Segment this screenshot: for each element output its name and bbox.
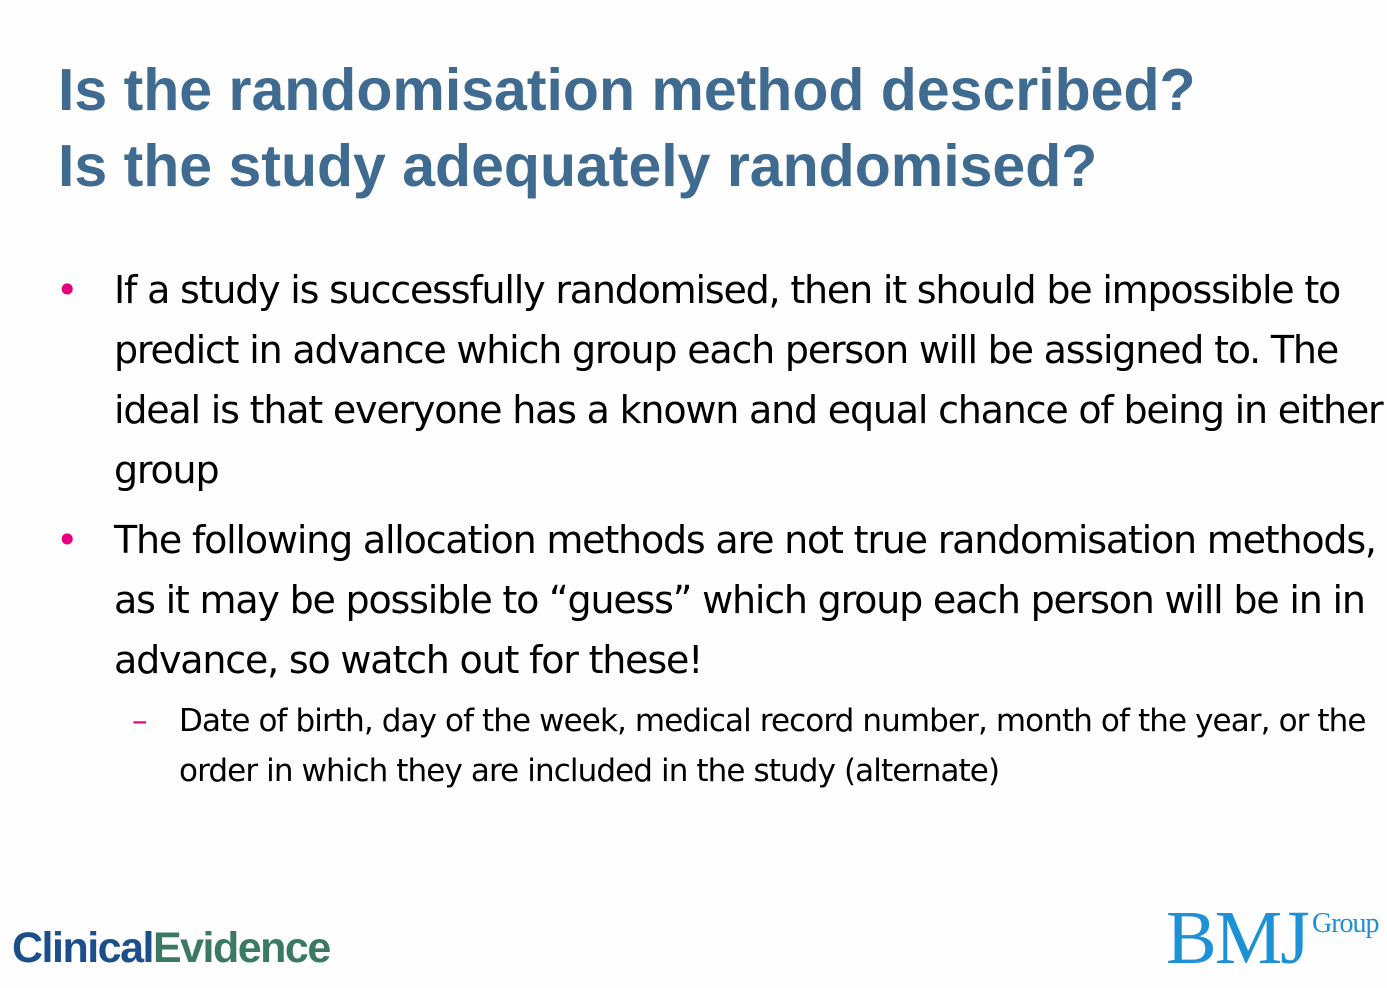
bullet-dot-icon: • [56, 268, 79, 312]
logo-evidence-text: Evidence [152, 924, 331, 972]
slide-title: Is the randomisation method described? I… [58, 52, 1358, 204]
clinical-evidence-logo: ClinicalEvidence [12, 920, 331, 976]
bullet-dot-icon: • [56, 518, 79, 562]
logo-bmj-text: BMJ [1166, 896, 1310, 980]
sub-bullet-item: – Date of birth, day of the week, medica… [0, 696, 1387, 796]
bullet-item: • If a study is successfully randomised,… [0, 260, 1387, 500]
bullet-list: • If a study is successfully randomised,… [0, 260, 1387, 827]
title-line-2: Is the study adequately randomised? [58, 133, 1098, 199]
sub-bullet-dash-icon: – [132, 703, 148, 739]
bullet-item: • The following allocation methods are n… [0, 510, 1387, 690]
logo-group-text: Group [1312, 908, 1380, 939]
logo-clinical-text: Clinical [12, 924, 154, 972]
bmj-group-logo: BMJ Group [1166, 896, 1387, 988]
bullet-text: The following allocation methods are not… [114, 518, 1377, 682]
sub-bullet-text: Date of birth, day of the week, medical … [179, 703, 1367, 789]
title-line-1: Is the randomisation method described? [58, 57, 1196, 123]
bullet-text: If a study is successfully randomised, t… [114, 268, 1384, 492]
